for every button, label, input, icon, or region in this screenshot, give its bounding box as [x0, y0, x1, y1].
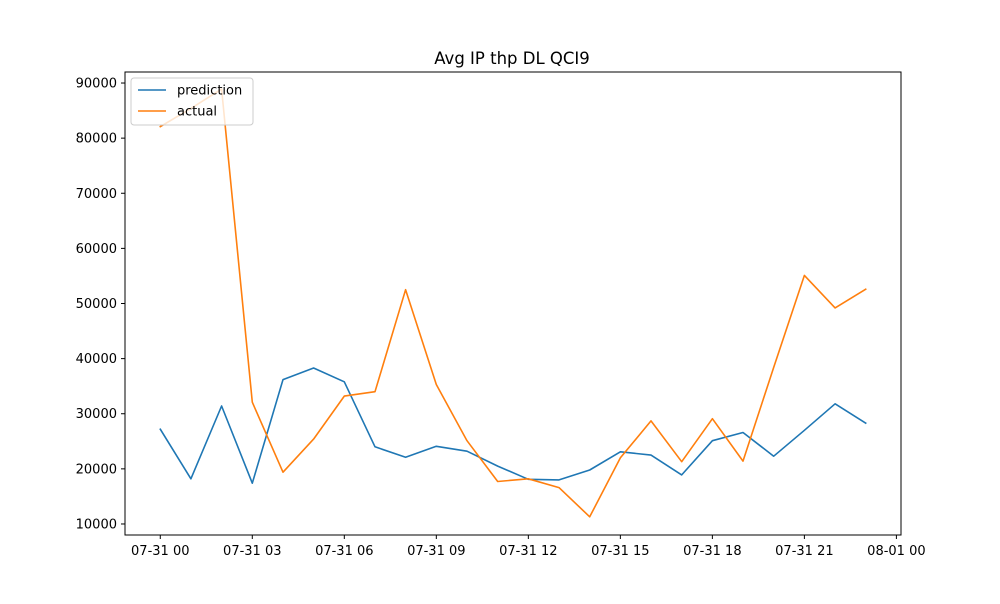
x-tick-label: 07-31 12: [499, 544, 557, 559]
y-tick-label: 70000: [76, 187, 117, 202]
y-tick-label: 10000: [76, 517, 117, 532]
y-tick-label: 90000: [76, 77, 117, 92]
legend: prediction actual: [130, 77, 254, 126]
y-axis: 10000 20000 30000 40000 50000 60000 70000 80000…: [76, 77, 125, 532]
x-tick-label: 07-31 09: [407, 544, 465, 559]
series-line-actual: [159, 88, 867, 518]
y-tick-label: 20000: [76, 462, 117, 477]
x-tick-label: 07-31 03: [223, 544, 281, 559]
x-tick-label: 07-31 15: [591, 544, 649, 559]
x-axis: 07-31 00 07-31 03 07-31 06 07-31 09 07-31 12…: [131, 535, 926, 559]
x-tick-label: 07-31 18: [683, 544, 741, 559]
legend-label-prediction: prediction: [177, 84, 242, 99]
series-line-prediction: [159, 367, 867, 485]
x-tick-label: 07-31 06: [315, 544, 373, 559]
x-tick-label: 07-31 00: [131, 544, 189, 559]
y-tick-label: 30000: [76, 407, 117, 422]
x-tick-label: 07-31 21: [775, 544, 833, 559]
y-tick-label: 40000: [76, 352, 117, 367]
chart-title: Avg IP thp DL QCI9: [434, 49, 590, 68]
legend-label-actual: actual: [177, 105, 217, 120]
x-tick-label: 08-01 00: [867, 544, 925, 559]
y-tick-label: 80000: [76, 132, 117, 147]
y-tick-label: 50000: [76, 297, 117, 312]
series-layer: [159, 88, 867, 518]
y-tick-label: 60000: [76, 242, 117, 257]
